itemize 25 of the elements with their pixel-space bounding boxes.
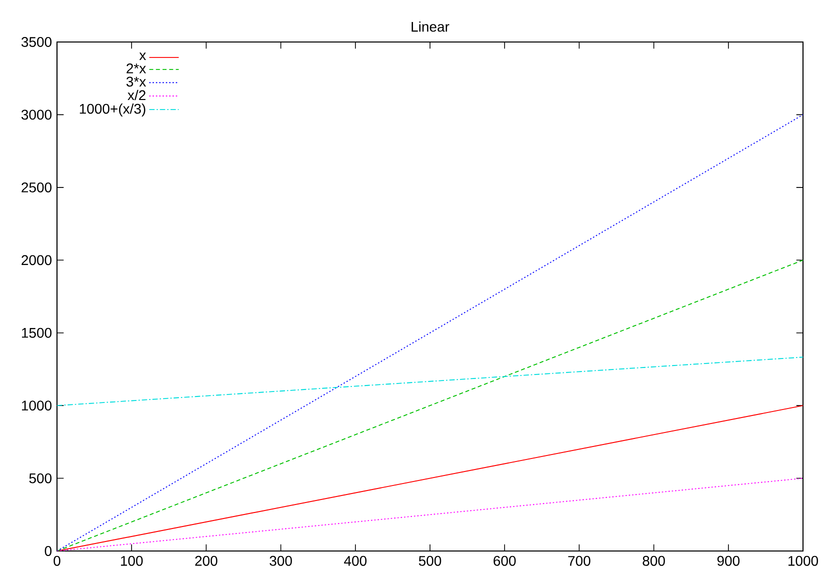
- y-tick-label: 0: [44, 546, 52, 556]
- y-tick-label: 2000: [22, 255, 52, 266]
- x-tick-label: 100: [120, 556, 143, 566]
- x-tick-label: 600: [494, 556, 516, 566]
- x-tick-label: 300: [270, 556, 292, 566]
- y-tick-label: 1500: [22, 328, 52, 338]
- legend-label: 3*x: [126, 76, 146, 87]
- legend-label: x/2: [128, 90, 146, 100]
- y-tick-label: 2500: [22, 182, 52, 192]
- x-tick-label: 900: [717, 556, 740, 566]
- x-tick-label: 500: [418, 556, 442, 566]
- y-tick-label: 3000: [21, 110, 52, 120]
- x-tick-label: 200: [195, 556, 218, 566]
- y-tick-label: 3500: [21, 37, 52, 47]
- x-tick-label: 0: [54, 556, 60, 566]
- legend-label: 1000+(x/3): [80, 103, 146, 117]
- chart-title: Linear: [412, 21, 450, 32]
- x-tick-label: 400: [344, 556, 367, 566]
- x-tick-label: 1000: [788, 556, 818, 566]
- y-tick-label: 1000: [22, 400, 52, 411]
- legend-label: 2*x: [126, 63, 146, 74]
- legend-label: x: [139, 52, 146, 60]
- x-tick-label: 700: [568, 556, 590, 566]
- x-tick-label: 800: [642, 556, 665, 566]
- y-tick-label: 500: [29, 473, 52, 484]
